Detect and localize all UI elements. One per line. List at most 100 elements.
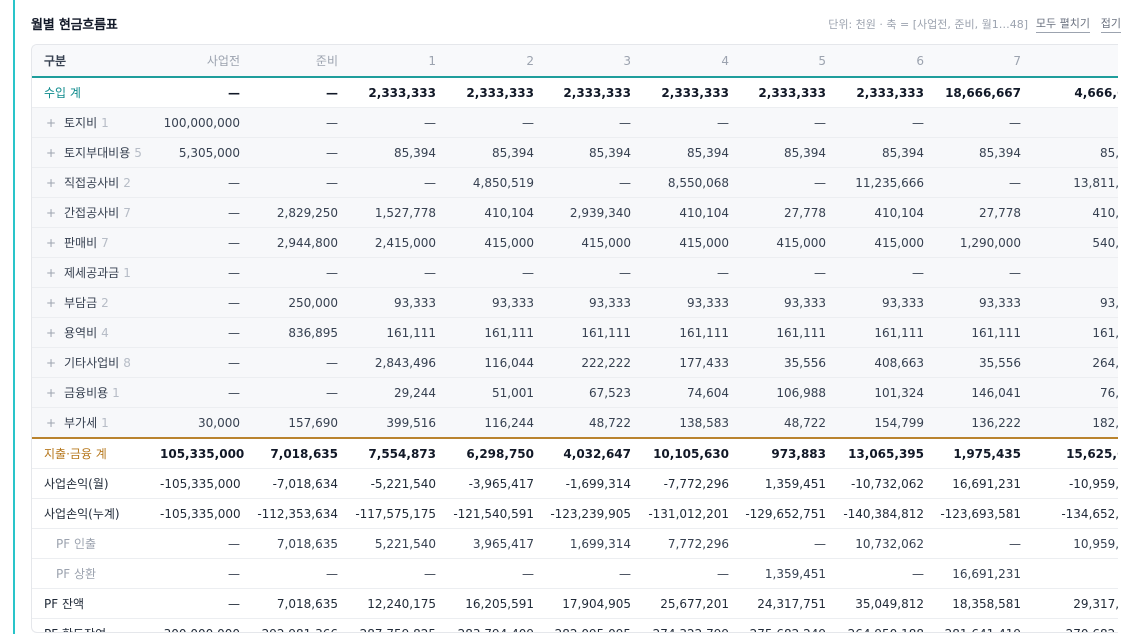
expand-plus-icon[interactable]: + [46, 176, 57, 190]
item-count: 1 [112, 386, 120, 400]
table-cell: 182,853 [1029, 407, 1118, 439]
row-label-cell[interactable]: + 기타사업비 8 [32, 347, 152, 378]
table-cell: — [248, 137, 346, 168]
table-cell: 5,221,540 [346, 528, 444, 559]
table-cell: 161,111 [834, 317, 932, 348]
row-label: 금융비용 [64, 386, 109, 400]
row-label-cell[interactable]: + 부가세 1 [32, 407, 152, 439]
table-cell: -129,652,751 [737, 498, 834, 529]
table-cell: -105,335,000 [152, 468, 248, 499]
expand-plus-icon[interactable]: + [46, 266, 57, 280]
page-header: 월별 현금흐름표 단위: 천원 · 축 = [사업전, 준비, 월1…48] 모… [31, 0, 1121, 44]
row-label-cell[interactable]: + 간접공사비 7 [32, 197, 152, 228]
expand-plus-icon[interactable]: + [46, 146, 57, 160]
item-count: 1 [123, 266, 131, 280]
row-label: 토지부대비용 [64, 146, 131, 160]
table-cell: 222,222 [542, 347, 639, 378]
item-count: 1 [101, 416, 109, 430]
table-cell: — [932, 528, 1029, 559]
table-cell: 85,394 [737, 137, 834, 168]
table-cell: 138,583 [639, 407, 737, 439]
table-cell: -1,699,314 [542, 468, 639, 499]
item-count: 2 [123, 176, 131, 190]
table-cell: 6,298,750 [444, 437, 542, 469]
column-header: 8 [1029, 45, 1118, 78]
table-cell: — [737, 107, 834, 138]
expense-item-row[interactable]: + 금융비용 1— —29,244 51,001 67,523 74,604 106,988 1… [32, 377, 1118, 408]
table-cell: 161,111 [639, 317, 737, 348]
table-cell: — [639, 107, 737, 138]
table-cell: -7,772,296 [639, 468, 737, 499]
expense-item-row[interactable]: + 판매비 7—2,944,800 2,415,000 415,000 415,000 41… [32, 227, 1118, 258]
table-cell: 35,556 [932, 347, 1029, 378]
expand-plus-icon[interactable]: + [46, 116, 57, 130]
expand-plus-icon[interactable]: + [46, 296, 57, 310]
row-label: 사업손익(누계) [32, 498, 152, 529]
table-cell: 136,222 [932, 407, 1029, 439]
expense-item-row[interactable]: + 간접공사비 7—2,829,250 1,527,778 410,104 2,939,3… [32, 197, 1118, 228]
table-cell: — [152, 558, 248, 589]
expand-plus-icon[interactable]: + [46, 386, 57, 400]
table-cell: 85,394 [834, 137, 932, 168]
row-label: 부담금 [64, 296, 98, 310]
row-label-cell[interactable]: + 토지부대비용 5 [32, 137, 152, 168]
row-label-cell[interactable]: + 용역비 4 [32, 317, 152, 348]
unit-info: 단위: 천원 · 축 = [사업전, 준비, 월1…48] [828, 18, 1028, 31]
table-cell: 106,988 [737, 377, 834, 408]
expense-item-row[interactable]: + 부가세 1 30,000 157,690 399,516 116,244 48,722 13… [32, 407, 1118, 439]
row-label-cell[interactable]: + 금융비용 1 [32, 377, 152, 408]
table-cell: 67,523 [542, 377, 639, 408]
table-cell: 157,690 [248, 407, 346, 439]
expense-total-row: 지출·금융 계 105,335,000 7,018,635 7,554,873 6,29… [32, 437, 1118, 469]
table-cell: 161,111 [444, 317, 542, 348]
expense-item-row[interactable]: + 직접공사비 2— — —4,850,519—8,550,068—11,235,666… [32, 167, 1118, 198]
column-header-label: 구분 [32, 45, 152, 78]
table-cell: — [1029, 107, 1118, 138]
table-cell: 415,000 [834, 227, 932, 258]
row-label-cell[interactable]: + 부담금 2 [32, 287, 152, 318]
table-cell: 146,041 [932, 377, 1029, 408]
expense-item-row[interactable]: + 토지부대비용 5 5,305,000—85,394 85,394 85,394 85,3… [32, 137, 1118, 168]
table-cell: 410,104 [1029, 197, 1118, 228]
row-label-cell[interactable]: + 직접공사비 2 [32, 167, 152, 198]
table-cell: 15,625,680 [1029, 437, 1118, 469]
table-cell: 4,032,647 [542, 437, 639, 469]
expand-plus-icon[interactable]: + [46, 356, 57, 370]
expand-plus-icon[interactable]: + [46, 236, 57, 250]
row-label: 직접공사비 [64, 176, 120, 190]
table-cell: — [152, 227, 248, 258]
table-cell: 161,111 [1029, 317, 1118, 348]
table-cell: 10,105,630 [639, 437, 737, 469]
row-label: 판매비 [64, 236, 98, 250]
table-cell: — [444, 558, 542, 589]
table-cell: 154,799 [834, 407, 932, 439]
expand-plus-icon[interactable]: + [46, 416, 57, 430]
table-cell: — [737, 528, 834, 559]
table-cell: 2,843,496 [346, 347, 444, 378]
row-label-cell[interactable]: + 판매비 7 [32, 227, 152, 258]
table-cell: 100,000,000 [152, 107, 248, 138]
table-cell: 281,641,419 [932, 618, 1029, 632]
expand-plus-icon[interactable]: + [46, 326, 57, 340]
expense-item-row[interactable]: + 기타사업비 8— —2,843,496 116,044 222,222 177,433 3… [32, 347, 1118, 378]
table-cell: 973,883 [737, 437, 834, 469]
expand-all-button[interactable]: 모두 펼치기 [1035, 15, 1090, 33]
cashflow-table-container[interactable]: 구분사업전준비12345678 수입 계——2,333,3332,333,333… [31, 44, 1118, 633]
row-label-cell[interactable]: + 제세공과금 1 [32, 257, 152, 288]
table-cell: 415,000 [737, 227, 834, 258]
row-label-cell[interactable]: + 토지비 1 [32, 107, 152, 138]
table-cell: — [542, 167, 639, 198]
expense-item-row[interactable]: + 용역비 4—836,895 161,111 161,111 161,111 161,11… [32, 317, 1118, 348]
table-cell: 410,104 [834, 197, 932, 228]
collapse-button[interactable]: 접기 [1100, 15, 1121, 33]
item-count: 8 [123, 356, 131, 370]
expense-item-row[interactable]: + 부담금 2—250,000 93,333 93,333 93,333 93,333 93,… [32, 287, 1118, 318]
expand-plus-icon[interactable]: + [46, 206, 57, 220]
table-cell: 5,305,000 [152, 137, 248, 168]
table-cell: — [1029, 558, 1118, 589]
page-title: 월별 현금흐름표 [31, 18, 118, 33]
table-cell: 93,333 [346, 287, 444, 318]
table-cell: 287,759,825 [346, 618, 444, 632]
